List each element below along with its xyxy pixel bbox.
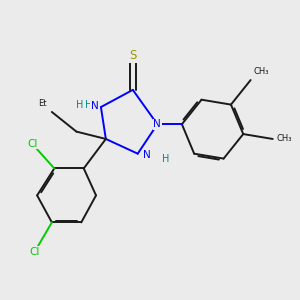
Text: S: S — [129, 49, 136, 62]
Text: H: H — [85, 100, 92, 110]
Text: Cl: Cl — [27, 139, 38, 149]
Text: N: N — [91, 101, 98, 111]
Text: H: H — [76, 100, 84, 110]
Text: CH₃: CH₃ — [276, 134, 292, 143]
Text: N: N — [142, 150, 150, 160]
Text: Cl: Cl — [29, 247, 40, 257]
Text: CH₃: CH₃ — [253, 68, 268, 76]
Text: H: H — [162, 154, 169, 164]
Text: Et: Et — [38, 99, 47, 108]
Text: N: N — [154, 119, 161, 129]
